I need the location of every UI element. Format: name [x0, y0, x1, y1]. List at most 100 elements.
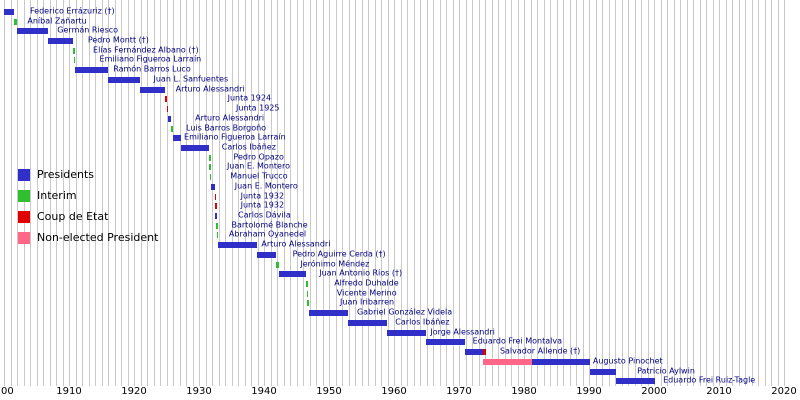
- president-label: Arturo Alessandri: [195, 113, 265, 123]
- year-gridline: [784, 0, 785, 386]
- presidents-color-swatch: [18, 168, 30, 181]
- legend-item-presidents: Presidents: [18, 168, 158, 181]
- year-gridline: [478, 0, 480, 386]
- term-bar-non_elected: [483, 358, 532, 365]
- year-gridline: [556, 0, 558, 386]
- president-label: Emiliano Figueroa Larraín: [99, 55, 202, 65]
- president-label: Jorge Alessandri: [430, 327, 495, 337]
- year-gridline: [121, 0, 122, 386]
- year-gridline: [459, 0, 460, 386]
- year-gridline: [732, 0, 733, 386]
- year-gridline: [342, 0, 343, 386]
- year-gridline: [569, 0, 571, 386]
- interim-color-swatch: [18, 189, 30, 202]
- year-gridline: [283, 0, 285, 386]
- year-gridline: [205, 0, 207, 386]
- term-bar-interim: [307, 300, 309, 307]
- term-bar-president: [47, 38, 74, 45]
- president-label: Augusto Pinochet: [592, 356, 663, 366]
- year-gridline: [686, 0, 688, 386]
- president-label: Elías Fernández Albano (†): [93, 45, 199, 55]
- year-gridline: [257, 0, 259, 386]
- term-bar-coup: [166, 106, 169, 113]
- year-gridline: [407, 0, 408, 386]
- term-bar-president: [218, 242, 258, 249]
- president-label: Juan E. Montero: [234, 181, 298, 191]
- president-label: Carlos Ibáñez: [395, 317, 450, 327]
- legend-label-interim: Interim: [37, 189, 77, 202]
- president-label: Juan E. Montero: [226, 161, 290, 171]
- year-gridline: [95, 0, 96, 386]
- year-gridline: [699, 0, 701, 386]
- coup-color-swatch: [18, 210, 30, 223]
- term-bar-president: [464, 349, 484, 356]
- president-label: Luis Barros Borgoño: [186, 123, 267, 133]
- president-label: Pedro Opazo: [233, 152, 284, 162]
- year-gridline: [524, 0, 525, 386]
- year-gridline: [413, 0, 415, 386]
- president-label: Vicente Merino: [336, 288, 397, 298]
- term-bar-president: [278, 271, 307, 278]
- year-gridline: [69, 0, 70, 386]
- term-bar-coup: [164, 96, 167, 103]
- year-gridline: [725, 0, 727, 386]
- year-gridline: [504, 0, 506, 386]
- year-gridline: [316, 0, 317, 386]
- president-label: Pedro Montt (†): [87, 35, 149, 45]
- term-bar-president: [107, 76, 141, 83]
- president-label: Gabriel González Videla: [356, 307, 453, 317]
- year-gridline: [62, 0, 64, 386]
- year-gridline: [667, 0, 668, 386]
- year-gridline: [530, 0, 532, 386]
- axis-tick-label: 2010: [706, 386, 732, 397]
- president-label: Carlos Dávila: [238, 210, 291, 220]
- year-gridline: [82, 0, 83, 386]
- year-gridline: [218, 0, 220, 386]
- president-label: Jerónimo Méndez: [300, 259, 370, 269]
- year-gridline: [212, 0, 213, 386]
- legend-label-coup: Coup de Etat: [37, 210, 109, 223]
- year-gridline: [244, 0, 246, 386]
- year-gridline: [654, 0, 655, 386]
- year-gridline: [498, 0, 499, 386]
- term-bar-president: [215, 212, 217, 219]
- president-label: Federico Errázuriz (†): [30, 6, 115, 16]
- term-bar-president: [211, 183, 215, 190]
- year-gridline: [719, 0, 720, 386]
- term-bar-president: [347, 319, 387, 326]
- axis-tick-label: 00: [1, 386, 14, 397]
- year-gridline: [433, 0, 434, 386]
- year-gridline: [4, 0, 5, 386]
- term-bar-interim: [216, 222, 218, 229]
- year-gridline: [589, 0, 590, 386]
- year-gridline: [712, 0, 714, 386]
- year-gridline: [231, 0, 233, 386]
- legend-label-non-elected: Non-elected President: [37, 231, 159, 244]
- year-gridline: [576, 0, 577, 386]
- year-gridline: [309, 0, 311, 386]
- year-gridline: [225, 0, 226, 386]
- year-gridline: [186, 0, 187, 386]
- president-label: Juan Antonio Ríos (†): [319, 268, 403, 278]
- president-label: Germán Riesco: [57, 25, 119, 35]
- term-bar-interim: [209, 174, 212, 181]
- year-gridline: [36, 0, 38, 386]
- year-gridline: [335, 0, 337, 386]
- president-label: Ramón Barros Luco: [113, 64, 191, 74]
- year-gridline: [439, 0, 441, 386]
- year-gridline: [426, 0, 428, 386]
- legend-item-coup: Coup de Etat: [18, 210, 158, 223]
- term-bar-president: [4, 8, 15, 15]
- year-gridline: [777, 0, 779, 386]
- year-gridline: [166, 0, 168, 386]
- year-gridline: [537, 0, 538, 386]
- year-gridline: [88, 0, 90, 386]
- president-label: Junta 1932: [240, 191, 285, 201]
- president-label: Carlos Ibáñez: [221, 142, 276, 152]
- year-gridline: [199, 0, 200, 386]
- year-gridline: [628, 0, 629, 386]
- year-gridline: [550, 0, 551, 386]
- president-label: Junta 1924: [227, 93, 272, 103]
- year-gridline: [361, 0, 363, 386]
- year-gridline: [134, 0, 135, 386]
